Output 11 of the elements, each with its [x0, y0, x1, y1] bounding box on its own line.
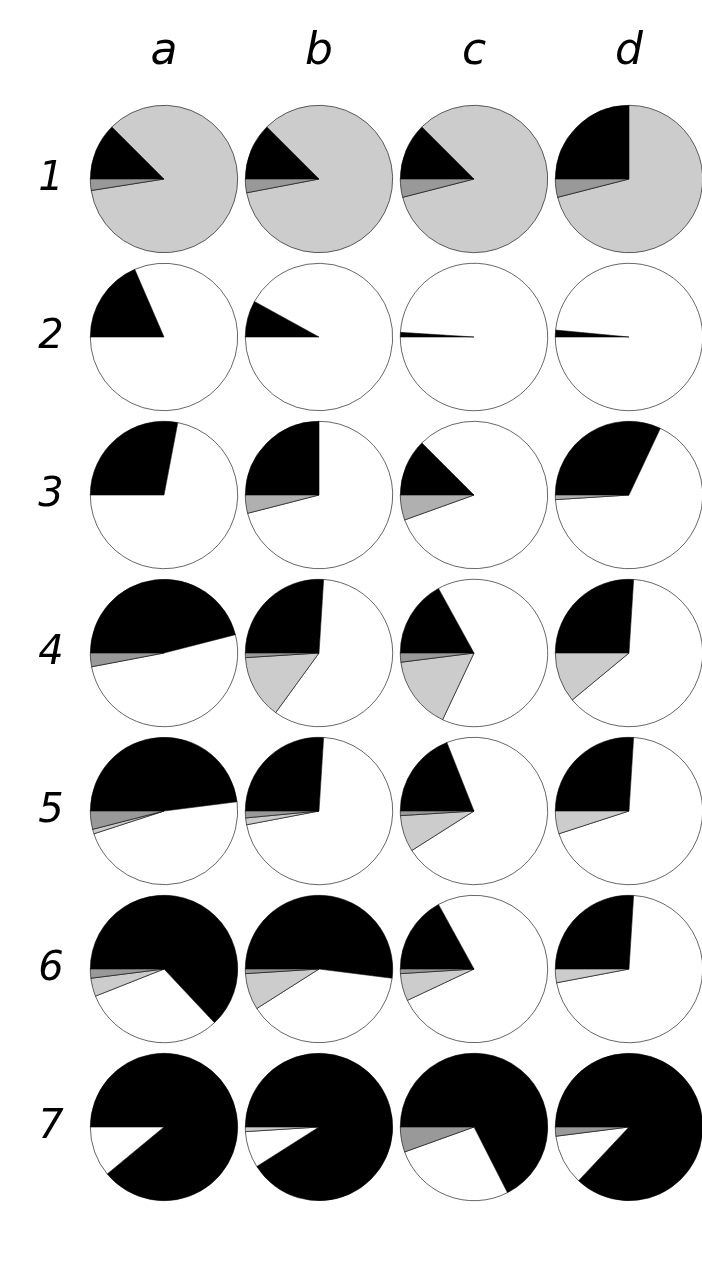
- chart-title: b: [304, 23, 334, 74]
- text: 5: [37, 785, 65, 831]
- chart-title: c: [460, 23, 488, 74]
- text: 6: [37, 943, 65, 989]
- text: 1: [37, 153, 65, 199]
- text: 3: [37, 469, 65, 515]
- text: 2: [37, 311, 65, 357]
- text: 7: [37, 1101, 65, 1147]
- chart-title: a: [149, 23, 179, 74]
- chart-title: d: [614, 23, 644, 74]
- text: 4: [37, 627, 65, 673]
